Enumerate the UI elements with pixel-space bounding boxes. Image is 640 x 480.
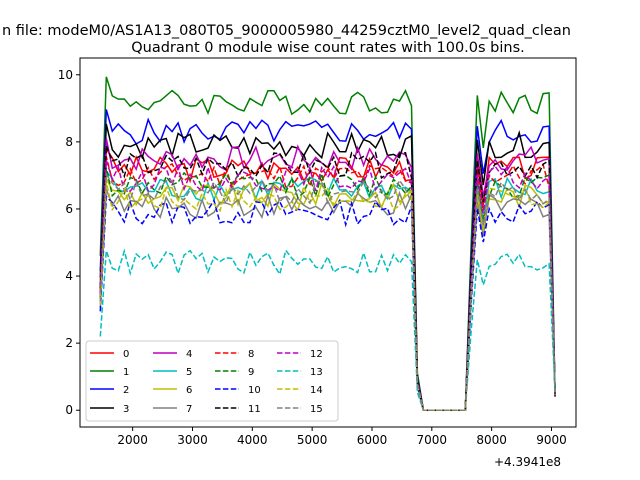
series-line-11 [99,145,556,411]
series-line-4 [99,138,556,411]
legend-label-5: 5 [186,367,192,378]
series-line-13 [99,248,556,411]
x-tick-label: 4000 [237,433,268,447]
series-line-7 [99,188,556,411]
legend-label-12: 12 [310,349,323,360]
figure-suptitle: n file: modeM0/AS1A13_080T05_9000005980_… [2,23,571,39]
legend-box [85,340,339,422]
x-axis-offset-label: +4.3941e8 [494,455,561,469]
legend-label-7: 7 [186,404,192,415]
series-line-1 [99,76,556,411]
x-tick-label: 3000 [177,433,208,447]
y-tick-label: 2 [65,336,73,350]
series-line-12 [99,159,556,411]
legend-label-1: 1 [123,367,129,378]
x-axis-ticks: 2000 3000 4000 5000 6000 7000 8000 9000 [117,427,567,447]
series-line-15 [99,172,556,411]
legend-label-6: 6 [186,385,192,396]
legend-label-3: 3 [123,404,129,415]
legend-label-4: 4 [186,349,192,360]
legend-label-11: 11 [248,404,261,415]
y-axis-ticks: 0 2 4 6 8 10 [58,68,80,417]
y-tick-label: 4 [65,269,73,283]
x-tick-label: 7000 [417,433,448,447]
legend-label-14: 14 [310,385,323,396]
x-tick-label: 9000 [536,433,567,447]
legend-label-10: 10 [248,385,261,396]
legend-label-2: 2 [123,385,129,396]
y-tick-label: 10 [58,68,73,82]
legend-label-15: 15 [310,404,323,415]
plot-frame [79,57,577,428]
x-tick-label: 6000 [357,433,388,447]
y-tick-label: 6 [65,202,73,216]
legend-label-0: 0 [123,349,129,360]
x-tick-label: 2000 [117,433,148,447]
series-line-10 [99,194,556,411]
x-tick-label: 8000 [476,433,507,447]
series-line-3 [99,123,556,411]
series-line-2 [99,109,556,411]
chart-title: Quadrant 0 module wise count rates with … [131,40,525,56]
legend-label-8: 8 [248,349,254,360]
y-tick-label: 0 [65,403,73,417]
y-tick-label: 8 [65,135,73,149]
plot-lines [99,76,556,411]
x-tick-label: 5000 [297,433,328,447]
legend-label-9: 9 [248,367,254,378]
legend-label-13: 13 [310,367,323,378]
